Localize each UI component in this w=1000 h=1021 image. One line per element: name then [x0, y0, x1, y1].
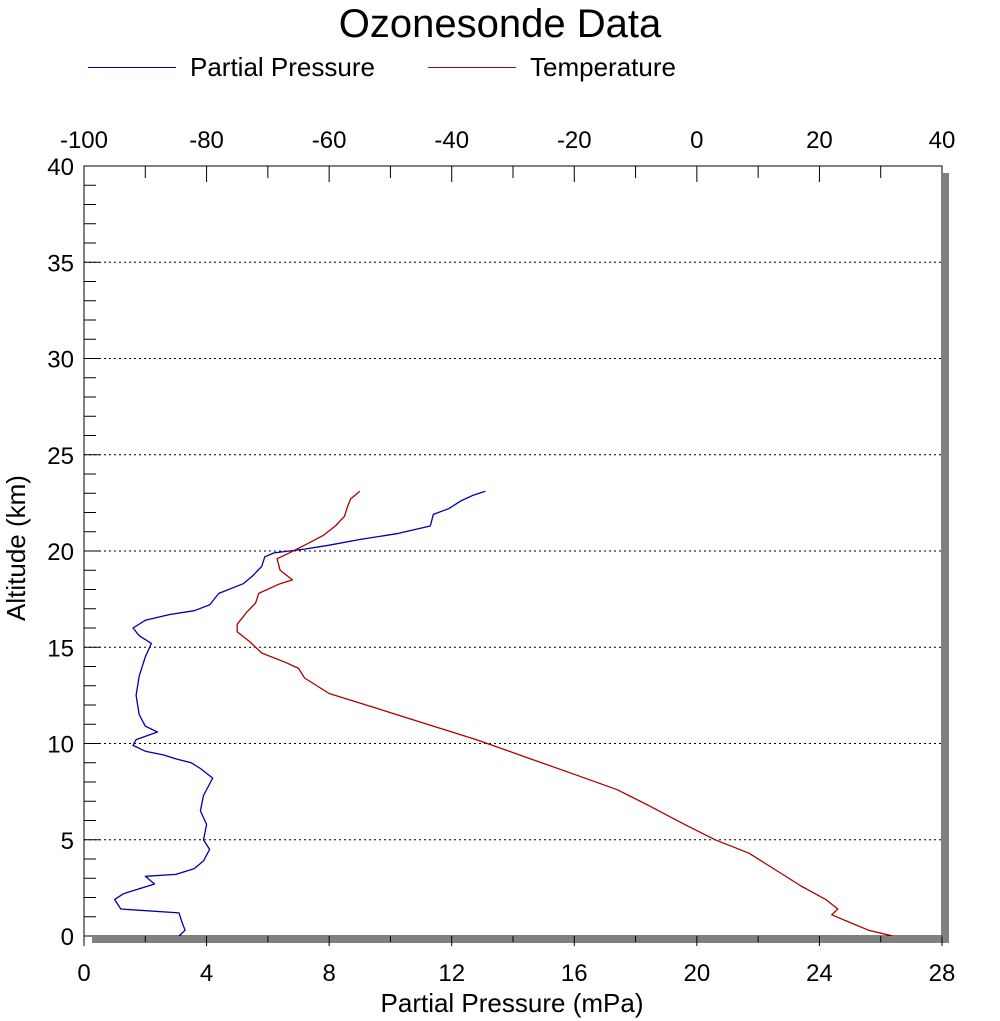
legend-item-partial-pressure: Partial Pressure — [88, 50, 375, 84]
plot-shadow-right — [943, 173, 949, 943]
legend-swatch-partial-pressure — [88, 66, 176, 68]
x-bottom-tick-label: 20 — [684, 960, 711, 987]
series-line-partial-pressure — [113, 490, 486, 937]
y-tick-label: 30 — [47, 347, 74, 374]
plot-shadow-bottom — [92, 937, 949, 943]
x-top-tick-label: -40 — [434, 127, 469, 154]
y-axis-label: Altitude (km) — [1, 475, 31, 621]
y-tick-label: 10 — [47, 732, 74, 759]
legend-swatch-temperature — [428, 66, 516, 68]
y-tick-label: 20 — [47, 539, 74, 566]
y-tick-label: 15 — [47, 635, 74, 662]
x-bottom-tick-label: 8 — [322, 960, 335, 987]
x-bottom-tick-label: 24 — [806, 960, 833, 987]
x-bottom-tick-label: 16 — [561, 960, 588, 987]
chart-title: Ozonesonde Data — [338, 2, 662, 46]
x-top-tick-label: 40 — [929, 127, 956, 154]
x-top-tick-label: -60 — [312, 127, 347, 154]
legend-label-partial-pressure: Partial Pressure — [190, 51, 375, 82]
y-tick-label: 40 — [47, 154, 74, 181]
grid-layer — [84, 261, 942, 841]
x-top-tick-label: 20 — [806, 127, 833, 154]
x-axis-label: Partial Pressure (mPa) — [381, 988, 644, 1018]
y-tick-label: 0 — [61, 924, 74, 951]
x-bottom-tick-label: 0 — [77, 960, 90, 987]
x-bottom-tick-label: 12 — [438, 960, 465, 987]
y-tick-label: 25 — [47, 443, 74, 470]
series-line-temperature — [236, 490, 894, 937]
plot-area — [83, 165, 943, 937]
y-tick-label: 35 — [47, 250, 74, 277]
series-layer — [113, 490, 894, 937]
x-bottom-tick-label: 28 — [929, 960, 956, 987]
legend-item-temperature: Temperature — [428, 50, 676, 84]
x-bottom-tick-label: 4 — [200, 960, 213, 987]
tick-layer — [83, 165, 943, 946]
y-tick-label: 5 — [61, 828, 74, 855]
label-layer: 0 5 10 15 20 25 30 35 40 0 4 8 12 16 20 24 28 -100 -80 -60 -… — [47, 127, 955, 987]
x-top-tick-label: 0 — [690, 127, 703, 154]
x-top-tick-label: -20 — [557, 127, 592, 154]
legend-label-temperature: Temperature — [530, 51, 676, 82]
x-top-tick-label: -80 — [189, 127, 224, 154]
x-top-tick-label: -100 — [60, 127, 108, 154]
